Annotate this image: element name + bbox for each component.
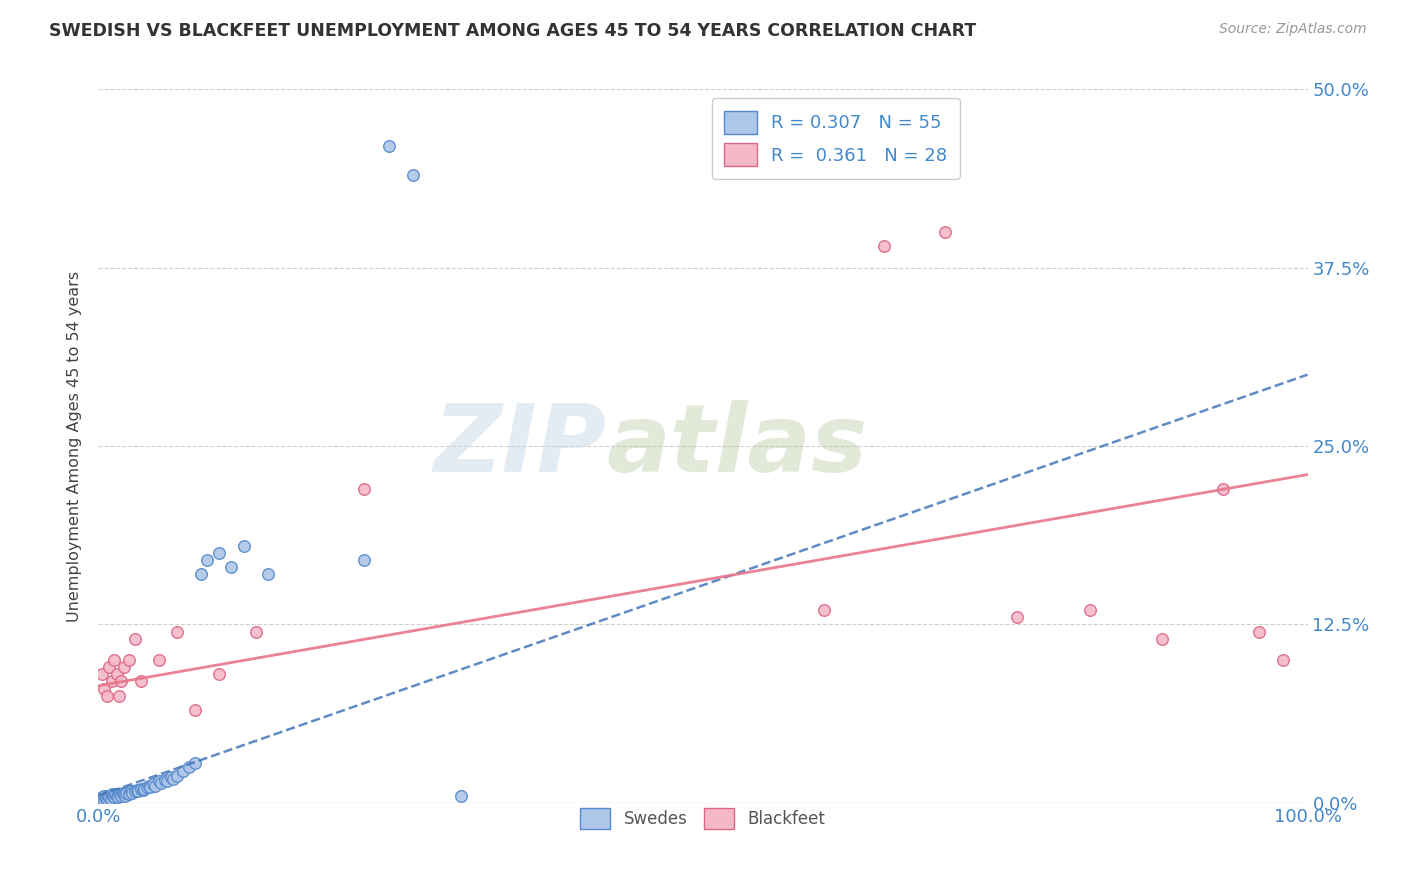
Point	[353, 553, 375, 567]
Point	[118, 787, 141, 801]
Point	[98, 790, 121, 805]
Point	[1249, 624, 1271, 639]
Point	[150, 776, 173, 790]
Point	[112, 787, 135, 801]
Point	[93, 789, 115, 803]
Point	[94, 790, 117, 805]
Point	[100, 674, 122, 689]
Point	[110, 674, 132, 689]
Point	[134, 781, 156, 796]
Point	[127, 783, 149, 797]
Point	[179, 760, 201, 774]
Point	[353, 482, 375, 496]
Point	[127, 784, 149, 798]
Point	[156, 774, 179, 789]
Point	[1272, 653, 1295, 667]
Y-axis label: Unemployment Among Ages 45 to 54 years: Unemployment Among Ages 45 to 54 years	[67, 270, 83, 622]
Point	[104, 787, 127, 801]
Point	[450, 789, 472, 803]
Point	[162, 772, 184, 786]
Point	[105, 789, 128, 803]
Point	[402, 168, 425, 182]
Point	[129, 674, 152, 689]
Point	[110, 789, 132, 803]
Point	[91, 791, 114, 805]
Point	[138, 779, 160, 793]
Point	[1078, 603, 1101, 617]
Point	[108, 689, 131, 703]
Point	[114, 789, 136, 803]
Point	[195, 553, 218, 567]
Point	[166, 624, 188, 639]
Point	[107, 790, 129, 805]
Point	[118, 653, 141, 667]
Point	[91, 667, 114, 681]
Point	[166, 769, 188, 783]
Point	[208, 546, 231, 560]
Point	[172, 764, 194, 779]
Point	[96, 791, 118, 805]
Point	[93, 681, 115, 696]
Legend: Swedes, Blackfeet: Swedes, Blackfeet	[569, 796, 837, 841]
Point	[813, 603, 835, 617]
Point	[100, 791, 122, 805]
Text: Source: ZipAtlas.com: Source: ZipAtlas.com	[1219, 22, 1367, 37]
Point	[153, 772, 176, 787]
Point	[103, 790, 125, 805]
Point	[221, 560, 243, 574]
Point	[245, 624, 267, 639]
Point	[124, 784, 146, 798]
Point	[90, 791, 112, 805]
Point	[115, 786, 138, 800]
Point	[108, 787, 131, 801]
Point	[377, 139, 399, 153]
Point	[143, 779, 166, 793]
Point	[120, 784, 142, 798]
Text: atlas: atlas	[606, 400, 868, 492]
Point	[184, 703, 207, 717]
Point	[1212, 482, 1234, 496]
Point	[148, 774, 170, 789]
Point	[105, 667, 128, 681]
Point	[148, 653, 170, 667]
Text: ZIP: ZIP	[433, 400, 606, 492]
Point	[112, 660, 135, 674]
Point	[139, 780, 162, 794]
Point	[124, 632, 146, 646]
Point	[111, 786, 134, 800]
Point	[934, 225, 956, 239]
Point	[873, 239, 896, 253]
Point	[232, 539, 254, 553]
Point	[103, 653, 125, 667]
Point	[190, 567, 212, 582]
Point	[160, 770, 183, 784]
Point	[91, 790, 114, 805]
Point	[121, 786, 143, 800]
Point	[135, 780, 157, 794]
Point	[1152, 632, 1174, 646]
Point	[96, 689, 118, 703]
Point	[208, 667, 231, 681]
Point	[101, 789, 124, 803]
Point	[98, 660, 121, 674]
Text: SWEDISH VS BLACKFEET UNEMPLOYMENT AMONG AGES 45 TO 54 YEARS CORRELATION CHART: SWEDISH VS BLACKFEET UNEMPLOYMENT AMONG …	[49, 22, 976, 40]
Point	[129, 781, 152, 796]
Point	[97, 789, 120, 803]
Point	[132, 783, 155, 797]
Point	[100, 787, 122, 801]
Point	[1007, 610, 1029, 624]
Point	[142, 777, 165, 791]
Point	[256, 567, 278, 582]
Point	[184, 756, 207, 770]
